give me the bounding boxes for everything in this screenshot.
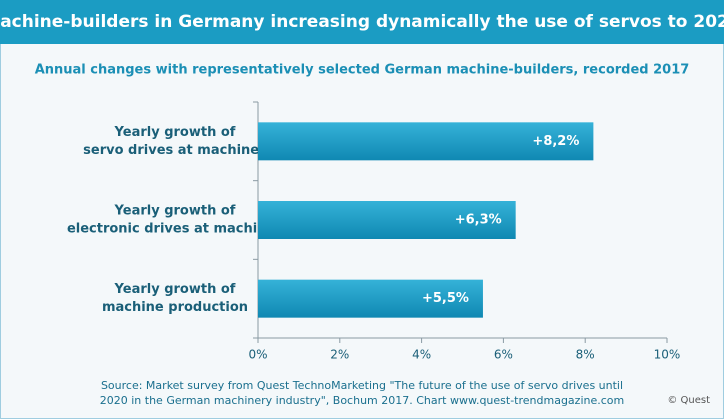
x-tick-label: 10% bbox=[654, 348, 681, 362]
x-tick-label: 2% bbox=[330, 348, 349, 362]
y-tick-label: servo drives at machines bbox=[83, 143, 267, 158]
bar bbox=[258, 201, 516, 239]
y-tick-label: Yearly growth of bbox=[114, 125, 236, 140]
title-bar bbox=[0, 0, 724, 44]
bar bbox=[258, 279, 483, 318]
y-tick-label: Yearly growth of bbox=[114, 204, 236, 219]
x-tick-label: 0% bbox=[248, 348, 267, 362]
value-label: +8,2% bbox=[532, 134, 579, 149]
bar bbox=[258, 122, 594, 161]
x-tick-label: 6% bbox=[494, 348, 513, 362]
source: Source: Market survey from Quest TechnoM… bbox=[101, 379, 623, 392]
source: 2020 in the German machinery industry", … bbox=[100, 394, 624, 407]
y-tick-label: machine production bbox=[102, 300, 248, 315]
chart-title: Machine-builders in Germany increasing d… bbox=[0, 12, 724, 32]
value-label: +5,5% bbox=[422, 291, 469, 306]
copyright: © Quest bbox=[667, 395, 710, 406]
chart-subtitle: Annual changes with representatively sel… bbox=[35, 63, 690, 78]
x-tick-label: 4% bbox=[412, 348, 431, 362]
y-tick-label: Yearly growth of bbox=[114, 282, 236, 297]
y-tick-label: electronic drives at machines bbox=[67, 222, 283, 237]
value-label: +6,3% bbox=[455, 213, 502, 228]
x-tick-label: 8% bbox=[576, 348, 595, 362]
